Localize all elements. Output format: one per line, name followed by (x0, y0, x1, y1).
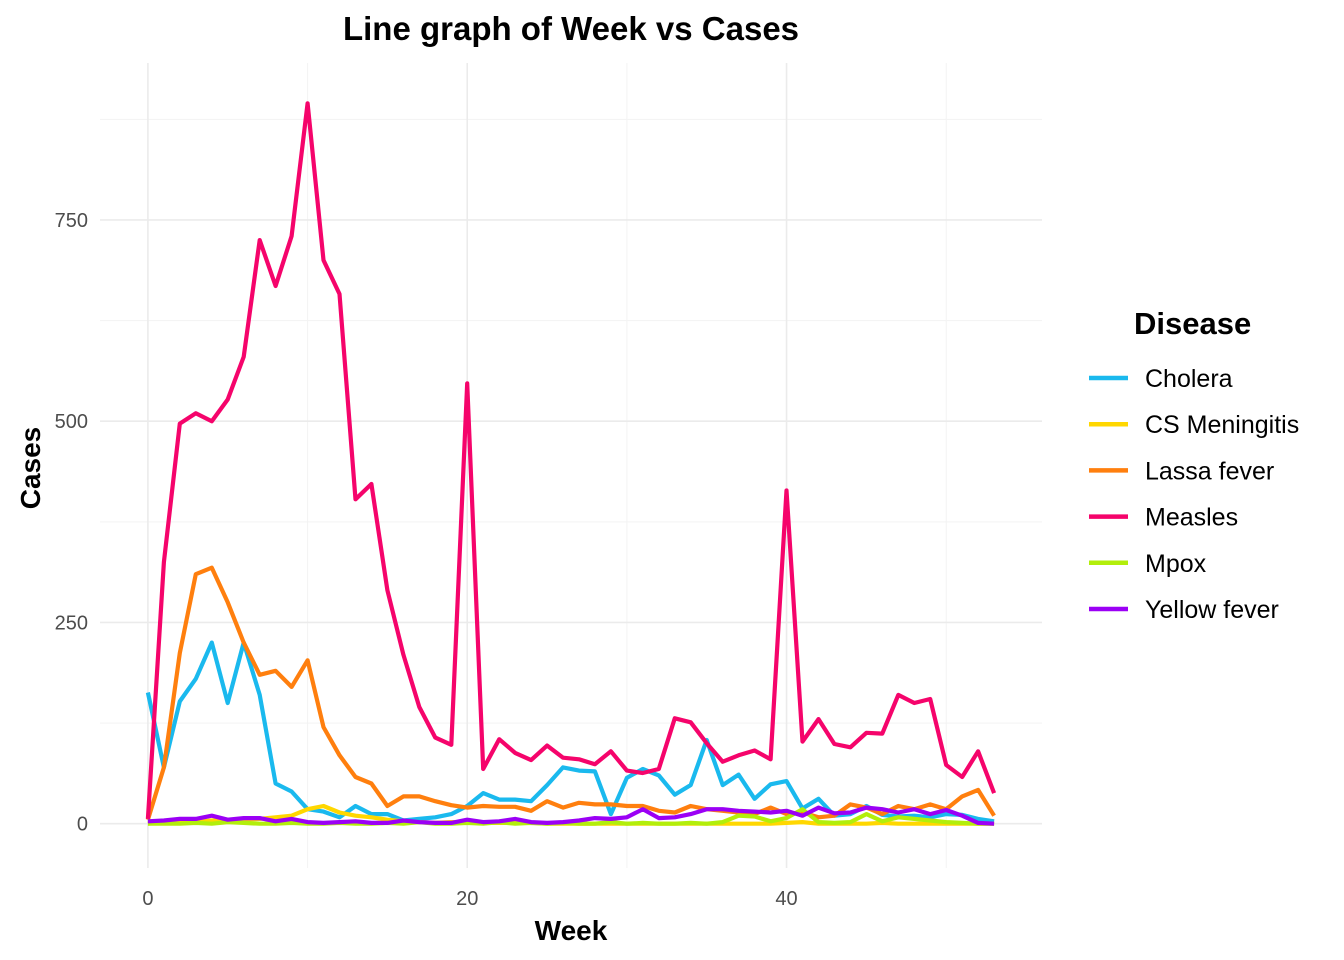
legend-item-measles: Measles (1089, 504, 1238, 532)
legend-items: Cholera CS Meningitis Lassa fever Measles Mp… (1089, 365, 1299, 624)
legend-item-cs-meningitis: CS Meningitis (1089, 411, 1299, 439)
legend-item-cholera: Cholera (1089, 365, 1233, 393)
x-axis-ticks: 0 20 40 (142, 888, 797, 910)
legend-label: CS Meningitis (1145, 411, 1299, 439)
grid (100, 63, 1042, 868)
series-line-measles (145, 101, 997, 820)
legend-label: Lassa fever (1145, 457, 1274, 485)
x-tick-label: 20 (456, 888, 478, 910)
y-tick-label: 750 (55, 210, 88, 232)
legend-label: Mpox (1145, 550, 1207, 578)
y-tick-label: 250 (55, 612, 88, 634)
chart-title: Line graph of Week vs Cases (343, 10, 799, 47)
legend: Disease Cholera CS Meningitis Lassa fever M… (1089, 306, 1299, 624)
legend-item-mpox: Mpox (1089, 550, 1207, 578)
legend-item-yellow-fever: Yellow fever (1089, 596, 1279, 624)
y-axis-title: Cases (15, 427, 46, 510)
y-axis-ticks: 0 250 500 750 (55, 210, 88, 836)
y-tick-label: 500 (55, 411, 88, 433)
x-tick-label: 0 (142, 888, 153, 910)
series-line-lassa-fever (145, 565, 996, 821)
legend-title: Disease (1134, 306, 1251, 341)
legend-item-lassa-fever: Lassa fever (1089, 457, 1274, 485)
x-axis-title: Week (535, 915, 608, 946)
legend-label: Yellow fever (1145, 596, 1279, 624)
x-tick-label: 40 (775, 888, 797, 910)
y-tick-label: 0 (77, 814, 88, 836)
series-line-yellow-fever (147, 805, 995, 826)
legend-label: Cholera (1145, 365, 1233, 393)
legend-label: Measles (1145, 504, 1238, 532)
series-lines (145, 101, 997, 826)
